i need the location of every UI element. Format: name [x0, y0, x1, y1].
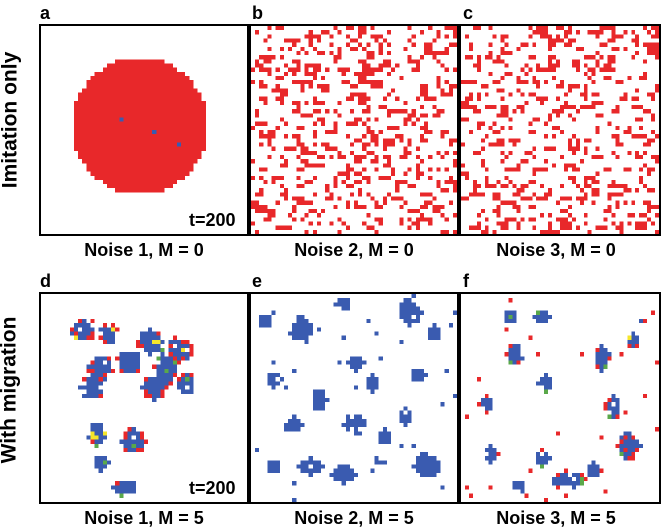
- row-label-imitation: Imitation only: [0, 51, 22, 189]
- panel-letter-a: a: [40, 3, 51, 23]
- panel-c-grid: [459, 24, 661, 236]
- time-label-a: t=200: [189, 210, 236, 230]
- caption-d: Noise 1, M = 5: [84, 508, 204, 528]
- panel-a-grid: [39, 24, 249, 236]
- panel-e-grid: [249, 292, 459, 504]
- panel-b-grid: [249, 24, 459, 236]
- caption-f: Noise 3, M = 5: [496, 508, 616, 528]
- row-label-migration: With migration: [0, 316, 21, 464]
- panel-letter-b: b: [252, 3, 263, 23]
- panel-letter-f: f: [463, 271, 469, 291]
- caption-e: Noise 2, M = 5: [294, 508, 414, 528]
- caption-c: Noise 3, M = 0: [496, 240, 616, 260]
- panel-letter-c: c: [463, 3, 474, 23]
- caption-b: Noise 2, M = 0: [294, 240, 414, 260]
- panel-f-grid: [459, 292, 661, 504]
- time-label-d: t=200: [189, 478, 236, 498]
- panel-letter-d: d: [40, 271, 51, 291]
- panel-letter-e: e: [252, 271, 263, 291]
- panel-d-grid: [39, 292, 249, 504]
- caption-a: Noise 1, M = 0: [84, 240, 204, 260]
